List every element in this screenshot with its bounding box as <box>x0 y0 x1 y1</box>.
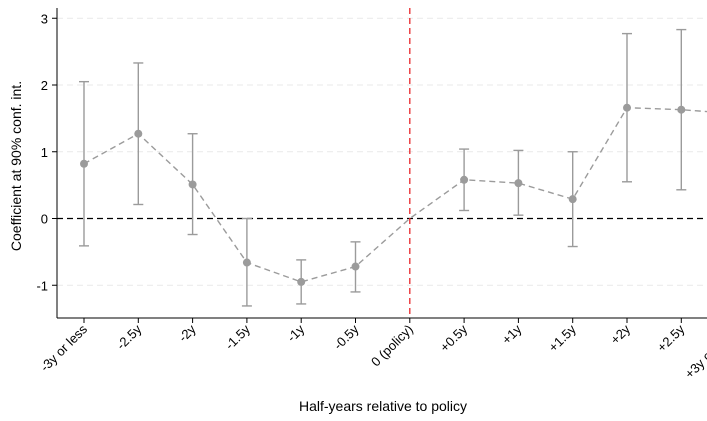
x-tick-label: -0.5y <box>331 321 362 352</box>
y-tick-label: 1 <box>41 145 48 160</box>
x-tick-label: -2.5y <box>113 321 144 352</box>
x-tick-label: -1.5y <box>222 321 253 352</box>
data-point <box>188 180 197 189</box>
y-tick-label: -1 <box>36 278 48 293</box>
y-tick-label: 3 <box>41 11 48 26</box>
x-tick-label: +1y <box>499 321 525 347</box>
x-tick-label: +2.5y <box>654 321 688 355</box>
x-axis-title: Half-years relative to policy <box>299 398 467 414</box>
reference-lines <box>57 8 707 318</box>
y-tick-label: 2 <box>41 78 48 93</box>
y-axis-title: Coefficient at 90% conf. int. <box>8 81 24 251</box>
data-point <box>460 175 469 184</box>
data-point <box>134 129 143 138</box>
data-point <box>80 159 88 168</box>
y-tick-label: 0 <box>41 212 48 227</box>
data-point <box>568 195 577 204</box>
data-point <box>623 103 631 112</box>
series-coefficients <box>79 28 707 307</box>
data-point <box>242 258 251 267</box>
series-line <box>83 106 707 283</box>
x-tick-label: -2y <box>175 321 199 345</box>
x-tick-label: 0 (policy) <box>368 322 416 370</box>
x-tick-label: -1y <box>284 321 308 345</box>
tick-labels: -1 0 1 2 3 -3y or less -2.5y -2y -1.5y -1y -0.5y 0 … <box>36 11 707 381</box>
x-tick-label: +2y <box>607 321 633 347</box>
axes <box>52 8 707 323</box>
data-point <box>677 105 686 114</box>
data-point <box>514 179 523 188</box>
data-point <box>351 262 360 271</box>
data-point <box>297 277 306 286</box>
x-tick-label: -3y or less <box>37 321 90 374</box>
x-tick-label: +0.5y <box>437 321 471 355</box>
gridlines <box>57 17 707 286</box>
x-tick-label: +1.5y <box>545 321 579 355</box>
